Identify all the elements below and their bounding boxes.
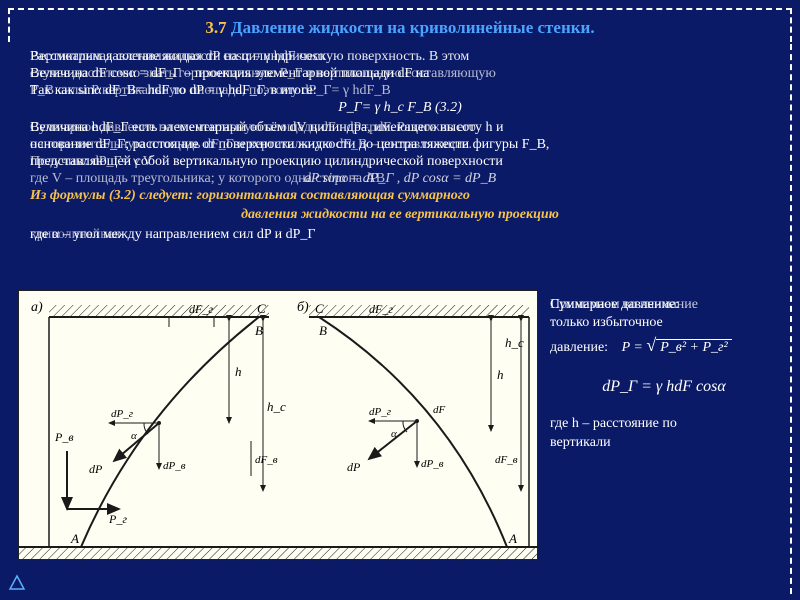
lbl-dFg-2: dF_г [369,302,393,316]
r-line: только избыточное [550,314,778,333]
lbl-alpha: α [131,430,137,442]
lbl-dP: dP [89,462,103,476]
lbl-dFg: dF_г [189,302,213,316]
right-column: Суммарное давление: Принимаем во внимани… [550,296,778,453]
line: случае достаточно знать горизонтальную P… [30,65,770,83]
lbl-dPr: dP_г [111,408,134,420]
lbl-dFb: dF_в [255,454,278,466]
page-title: 3.7 Давление жидкости на криволинейные с… [0,18,800,38]
lbl-dPr-2: dP_г [369,406,392,418]
lbl-dFb-2: dF_в [495,454,518,466]
line: где V – площадь треугольника; у которого… [30,170,770,188]
lbl-dPb: dP_в [163,460,186,472]
lbl-A-2: A [508,531,517,546]
lbl-Pc: P_г [108,512,127,526]
lbl-hc-2: h_c [505,335,524,350]
figure-diagram: а) dF_г h h_c dP dP_г dP_в α P_в P_г dF_… [18,290,538,560]
lbl-dP-2: dP [347,460,361,474]
r-line: давление: [550,340,608,355]
line: на горизонтальную площадь dF_Г и вертика… [30,136,770,154]
r-line: Принимаем во внимание [550,296,778,315]
lbl-Pb: P_в [54,430,74,444]
r-line: где h – расстояние по [550,415,778,434]
nav-triangle-icon [8,574,26,592]
lbl-h-2: h [497,367,504,382]
bold-line-2: давления жидкости на ее вертикальную про… [30,206,770,224]
title-number: 3.7 [205,18,226,37]
label-a: а) [31,300,43,315]
lbl-B: B [255,323,263,338]
body-text: Рассмотрим давление жидкости на цилиндри… [30,48,770,243]
line: Получим: dP_Г= γ V [30,153,770,171]
label-b: б) [297,300,309,315]
title-text: Давление жидкости на криволинейные стенк… [231,18,595,37]
bold-line-1: Из формулы (3.2) следует: горизонтальная… [30,187,770,205]
lbl-A: A [70,531,79,546]
line: Вертикальная составляющая dP cosα = γ hd… [30,48,770,66]
lbl-dPb-2: dP_в [421,458,444,470]
lbl-h: h [235,364,242,379]
lbl-dF: dF [433,404,446,416]
lbl-C-2: C [315,301,324,316]
lbl-alpha-2: α [391,428,397,440]
line: криволинейная [30,226,770,244]
lbl-hc: h_c [267,399,286,414]
lbl-B-2: B [319,323,327,338]
line: P_В силы P вертикальную площадь, поэтому… [30,82,770,100]
formula-total-pressure: P = √P_в² + P_г² [622,333,732,358]
formula-dPg: dP_Г = γ hdF cosα [550,376,778,398]
r-line: вертикали [550,434,778,453]
lbl-C: C [257,301,266,316]
eq-center: P_Г= γ h_c F_В (3.2) [30,99,770,117]
line: Суммарное давление на элементарную площа… [30,119,770,137]
diagram-svg: а) dF_г h h_c dP dP_г dP_в α P_в P_г dF_… [19,291,539,561]
